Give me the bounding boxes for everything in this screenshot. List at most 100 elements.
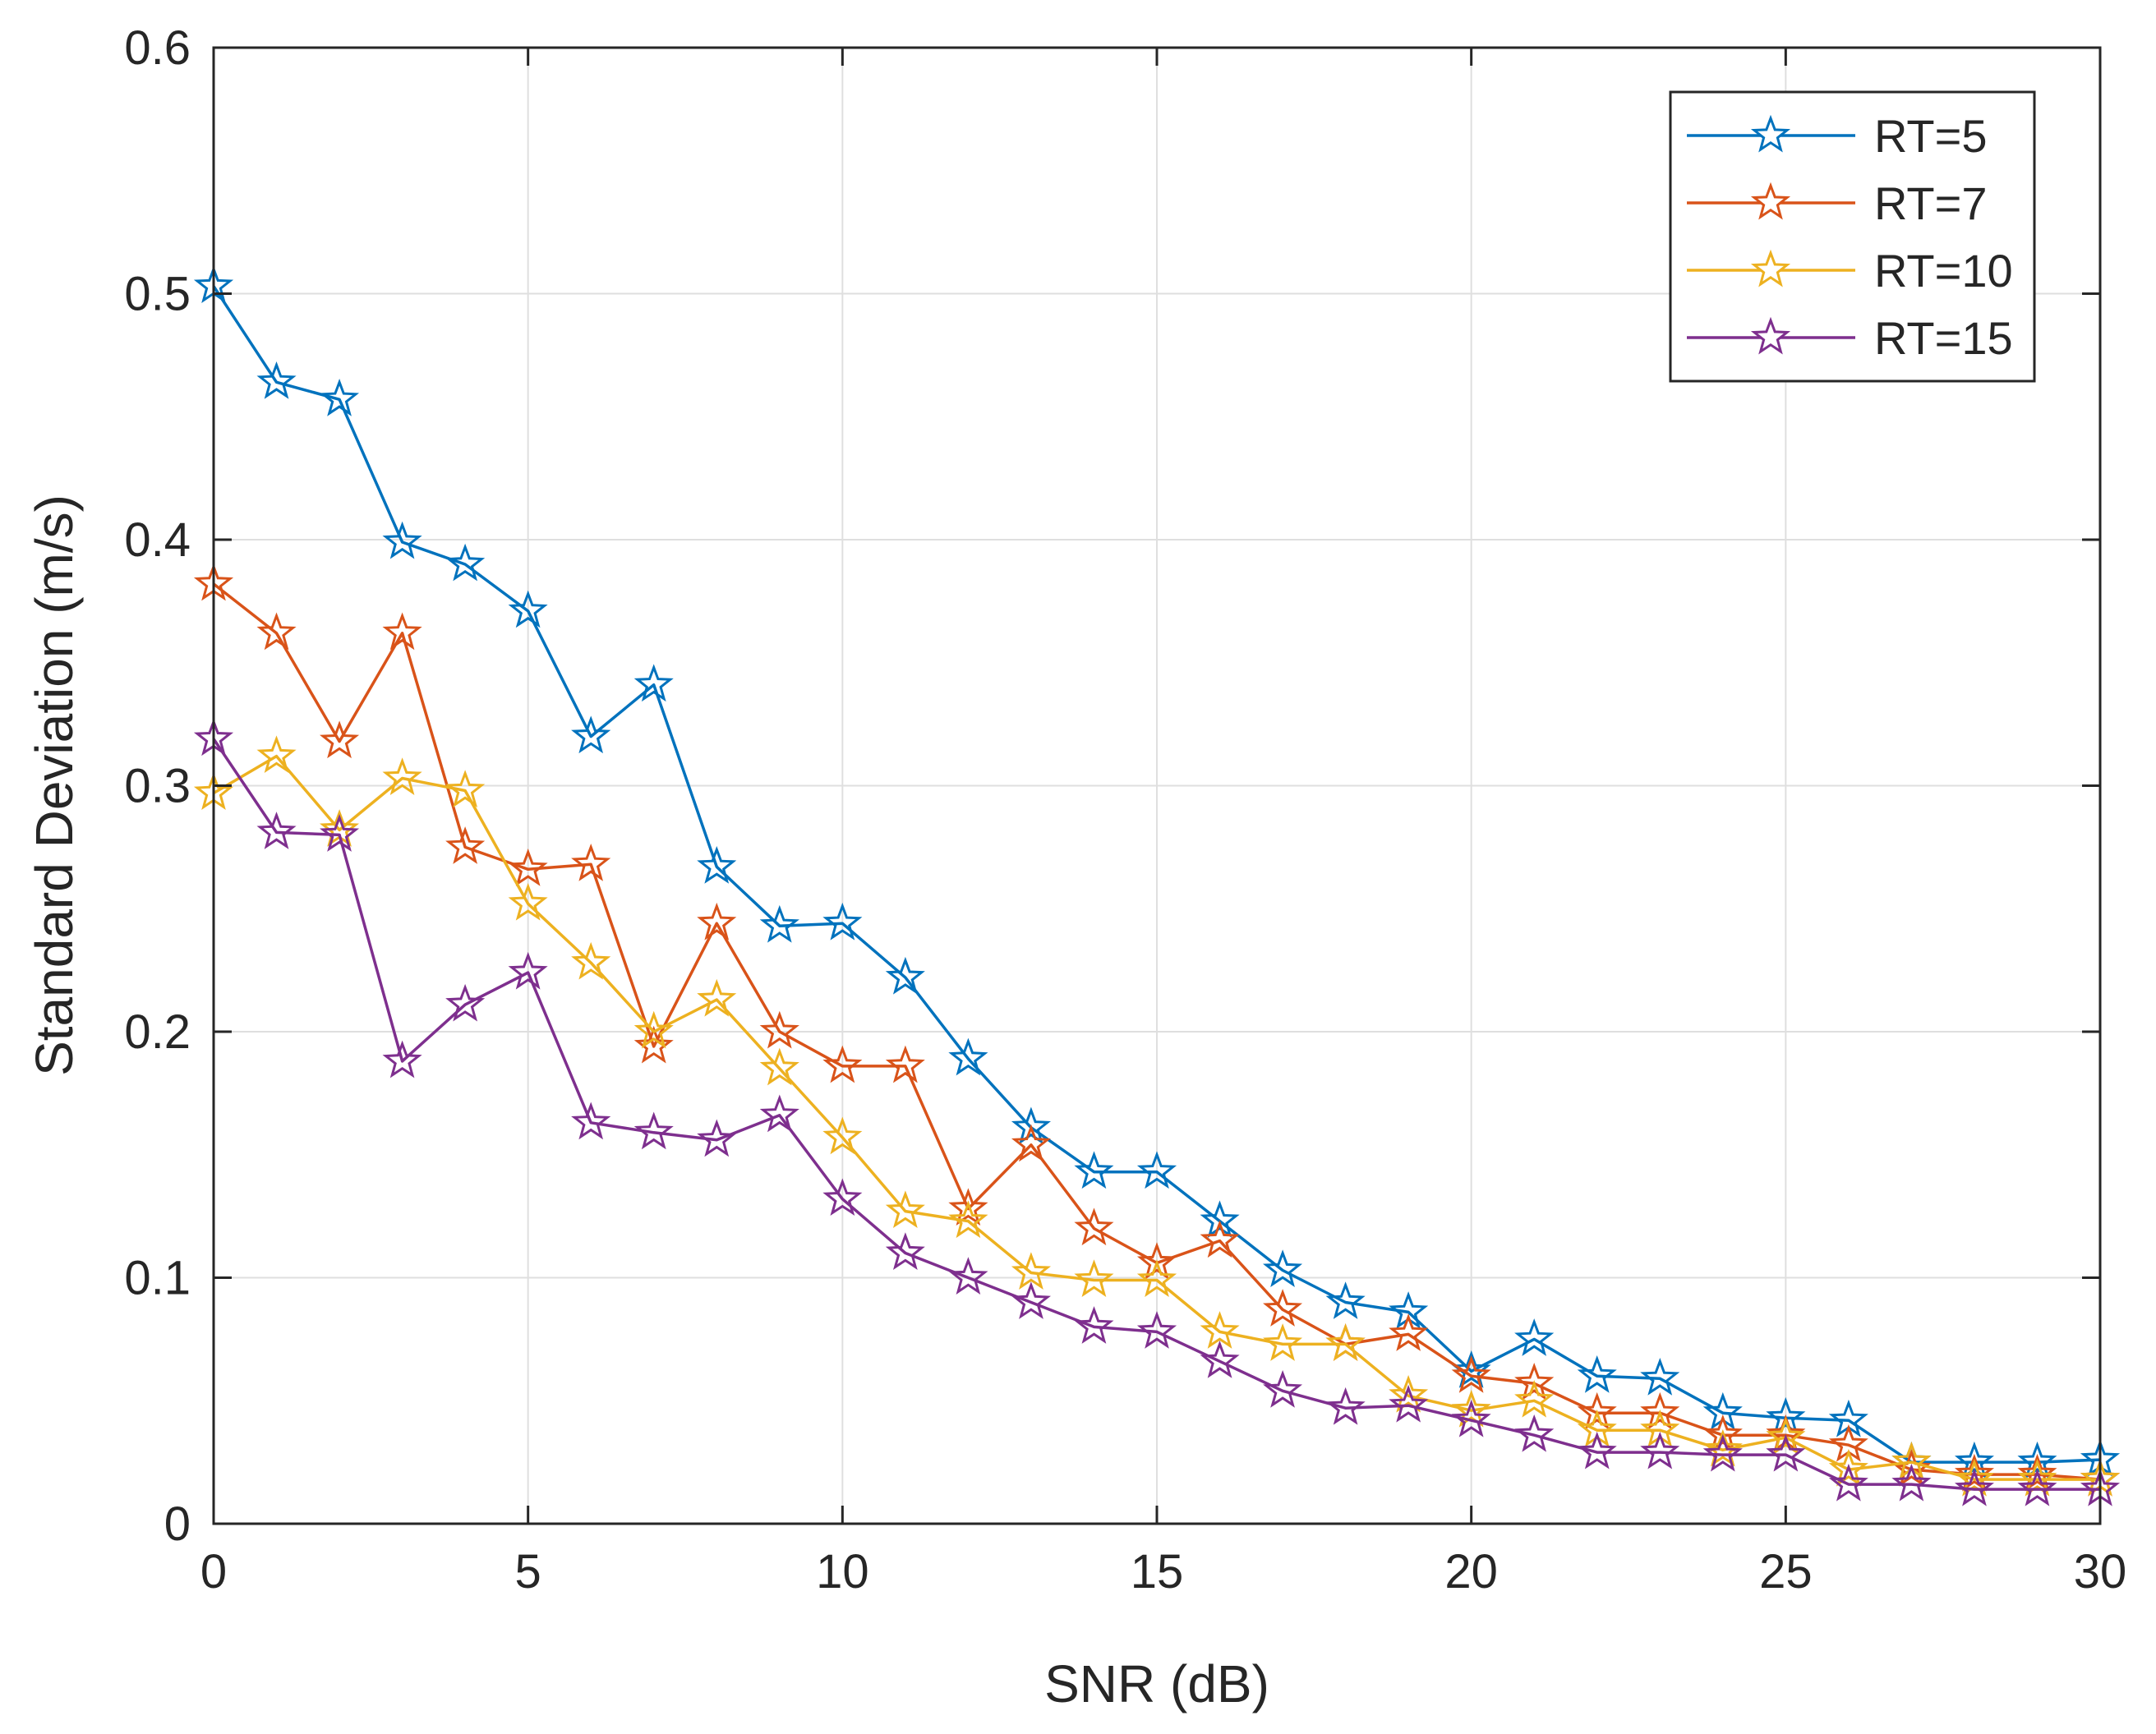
data-point (1640, 1391, 1680, 1430)
legend: RT=5 RT=7 RT=10 RT=15 (1669, 90, 2036, 383)
data-point (1389, 1313, 1429, 1351)
data-point (2017, 1458, 2057, 1497)
y-tick-label: 0.5 (124, 268, 191, 321)
data-point (382, 521, 422, 559)
data-point (1200, 1341, 1240, 1378)
data-point (1640, 1358, 1680, 1396)
data-point (1828, 1463, 1868, 1502)
data-point (1766, 1433, 1806, 1472)
data-point (1325, 1281, 1366, 1319)
y-tick-label: 0.6 (124, 21, 191, 75)
legend-item: RT=15 (1687, 312, 2013, 364)
y-tick-label: 0 (164, 1497, 191, 1551)
y-tick-label: 0.2 (124, 1005, 191, 1059)
data-point (571, 1102, 611, 1140)
data-point (633, 664, 674, 702)
data-point (948, 1188, 988, 1226)
data-point (2017, 1468, 2057, 1506)
legend-box (1669, 90, 2036, 383)
data-point (1451, 1355, 1491, 1393)
data-point (1514, 1380, 1555, 1418)
data-point (822, 1116, 863, 1155)
data-point (571, 715, 611, 754)
data-point (1954, 1453, 1994, 1492)
data-point (1514, 1414, 1555, 1452)
series-layer (193, 265, 2121, 1506)
data-point (1263, 1323, 1303, 1361)
data-point (1325, 1387, 1366, 1425)
data-point (633, 1010, 674, 1049)
axis-ticks: 0 5 10 15 20 25 30 0 0.1 0.2 0.3 0.4 0.5 0.6 (124, 21, 2126, 1598)
data-point (1766, 1396, 1806, 1435)
data-point (759, 1094, 799, 1133)
legend-item: RT=5 (1687, 110, 1987, 162)
legend-label: RT=7 (1874, 177, 1987, 229)
data-point (320, 379, 360, 416)
data-point (1514, 1363, 1555, 1401)
data-point (697, 1119, 737, 1157)
data-point (571, 844, 611, 881)
data-point (1011, 1106, 1051, 1145)
legend-label: RT=15 (1874, 312, 2013, 364)
data-point (1200, 1311, 1240, 1349)
data-point (1074, 1259, 1114, 1297)
data-point (1263, 1289, 1303, 1327)
data-point (1891, 1463, 1932, 1502)
data-point (1263, 1370, 1303, 1408)
data-point (759, 1010, 799, 1049)
x-tick-label: 30 (2074, 1545, 2127, 1598)
legend-marker (1750, 114, 1791, 153)
data-point (948, 1200, 988, 1239)
data-point (1451, 1350, 1491, 1388)
data-point (822, 902, 863, 941)
data-point (1136, 1311, 1177, 1349)
data-point (948, 1037, 988, 1076)
data-point (759, 904, 799, 943)
data-point (1514, 1318, 1555, 1356)
data-point (382, 1040, 422, 1079)
data-point (697, 978, 737, 1017)
data-point (1074, 1207, 1114, 1246)
y-tick-label: 0.1 (124, 1252, 191, 1305)
data-point (382, 757, 422, 795)
data-point (885, 956, 925, 995)
legend-marker (1750, 182, 1791, 220)
legend-item: RT=7 (1687, 177, 1987, 229)
data-point (256, 361, 297, 399)
data-point (445, 543, 486, 582)
data-point (1074, 1151, 1114, 1189)
data-point (571, 941, 611, 980)
data-point (885, 1045, 925, 1083)
data-point (1389, 1384, 1429, 1423)
data-point (633, 1025, 674, 1064)
data-point (885, 1190, 925, 1229)
data-point (508, 590, 548, 628)
y-tick-label: 0.4 (124, 513, 191, 567)
x-tick-label: 25 (1759, 1545, 1813, 1598)
data-point (1577, 1391, 1617, 1430)
y-tick-label: 0.3 (124, 760, 191, 813)
data-point (1451, 1399, 1491, 1437)
data-point (1325, 1323, 1366, 1361)
x-axis-label: SNR (dB) (1044, 1654, 1269, 1713)
data-point (697, 902, 737, 941)
data-point (822, 1178, 863, 1217)
data-point (1702, 1428, 1743, 1467)
x-tick-label: 0 (200, 1545, 227, 1598)
data-point (1263, 1249, 1303, 1287)
x-tick-label: 15 (1131, 1545, 1184, 1598)
data-point (445, 826, 486, 864)
data-point (633, 1111, 674, 1150)
data-point (1577, 1431, 1617, 1470)
data-point (885, 1232, 925, 1270)
data-point (256, 735, 297, 773)
data-point (1136, 1242, 1177, 1280)
data-point (1136, 1151, 1177, 1189)
data-point (1011, 1124, 1051, 1162)
data-point (1766, 1416, 1806, 1455)
data-point (1136, 1259, 1177, 1297)
data-point (1074, 1306, 1114, 1344)
x-tick-label: 5 (515, 1545, 541, 1598)
